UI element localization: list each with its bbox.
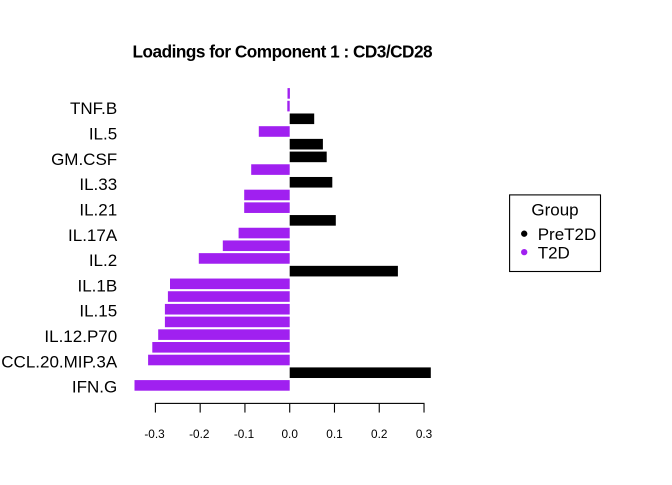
svg-text:-0.1: -0.1	[234, 427, 254, 441]
svg-text:IL.15: IL.15	[79, 302, 117, 321]
svg-text:CCL.20.MIP.3A: CCL.20.MIP.3A	[1, 352, 118, 371]
svg-text:T2D: T2D	[538, 244, 570, 263]
svg-text:0.0: 0.0	[282, 427, 299, 441]
svg-text:Loadings for Component 1 : CD3: Loadings for Component 1 : CD3/CD28	[133, 42, 433, 62]
svg-text:IL.33: IL.33	[79, 175, 117, 194]
svg-text:IL.21: IL.21	[79, 200, 117, 219]
svg-text:GM.CSF: GM.CSF	[51, 150, 117, 169]
svg-text:0.2: 0.2	[371, 427, 387, 441]
svg-text:IL.17A: IL.17A	[68, 226, 118, 245]
svg-text:-0.2: -0.2	[189, 427, 209, 441]
svg-text:IL.5: IL.5	[89, 125, 117, 144]
svg-text:IFN.G: IFN.G	[72, 378, 117, 397]
svg-text:IL.2: IL.2	[89, 251, 117, 270]
svg-text:0.3: 0.3	[416, 427, 433, 441]
svg-text:IL.12.P70: IL.12.P70	[44, 327, 117, 346]
svg-text:TNF.B: TNF.B	[70, 99, 117, 118]
svg-text:0.1: 0.1	[326, 427, 342, 441]
svg-text:PreT2D: PreT2D	[538, 225, 597, 244]
svg-text:Group: Group	[531, 201, 578, 220]
svg-text:IL.1B: IL.1B	[77, 276, 117, 295]
svg-text:-0.3: -0.3	[144, 427, 165, 441]
